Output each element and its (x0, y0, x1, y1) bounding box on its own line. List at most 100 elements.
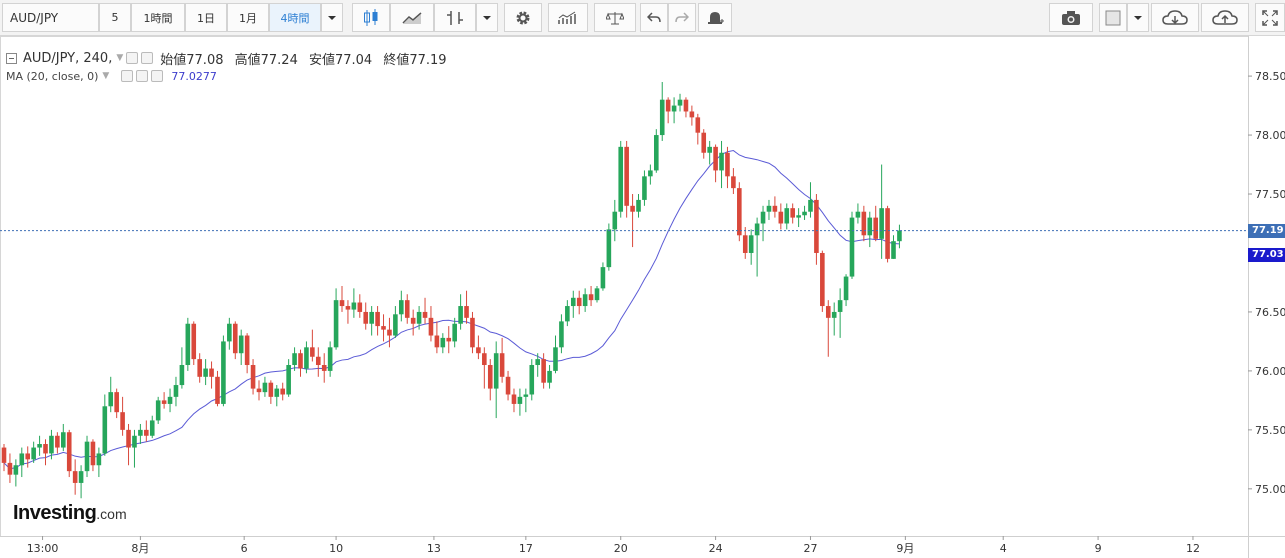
y-tick-label: 78.50 (1255, 70, 1285, 83)
ma-price-tag: 77.03 (1248, 247, 1285, 262)
interval-5-label: 5 (111, 11, 119, 24)
candle-down (381, 326, 386, 330)
candle-down (487, 365, 493, 389)
candle-up (203, 368, 208, 377)
candle-down (1, 447, 7, 463)
candle-down (482, 353, 487, 366)
legend-symbol: AUD/JPY, 240, (23, 50, 113, 66)
eye-icon[interactable] (126, 52, 139, 64)
fullscreen-button[interactable] (1255, 3, 1285, 32)
dropdown-icon (483, 15, 491, 20)
interval-1mo-button[interactable]: 1月 (227, 3, 269, 32)
candle-up (808, 199, 813, 212)
indicators-icon (558, 11, 576, 24)
candle-down (43, 444, 48, 454)
indicators-button[interactable] (548, 3, 588, 32)
candle-up (262, 382, 268, 393)
candle-down (197, 359, 202, 377)
candle-up (748, 235, 754, 253)
legend-high: 高値77.24 (234, 52, 298, 68)
candle-up (221, 341, 226, 404)
candle-down (321, 365, 327, 371)
candle-down (725, 152, 730, 177)
line-chart-button[interactable] (390, 3, 434, 32)
compare-button[interactable] (594, 3, 636, 32)
interval-5-button[interactable]: 5 (99, 3, 131, 32)
candle-up (879, 208, 884, 239)
candle-down (470, 317, 475, 348)
interval-1d-button[interactable]: 1日 (185, 3, 227, 32)
candles-button[interactable] (352, 3, 390, 32)
candle-down (630, 205, 635, 212)
line-area-icon (402, 11, 422, 24)
candle-down (310, 347, 315, 357)
candle-up (167, 396, 173, 404)
interval-dropdown-button[interactable] (321, 3, 343, 32)
camera-icon (1062, 10, 1080, 25)
candle-down (576, 297, 582, 307)
candle-down (464, 306, 469, 318)
price-chart[interactable]: 75.0075.5076.0076.5077.0077.5078.0078.50… (0, 36, 1285, 558)
candle-up (393, 314, 398, 336)
candle-down (114, 392, 119, 413)
alert-button[interactable] (698, 3, 732, 32)
interval-1h-button[interactable]: 1時間 (131, 3, 185, 32)
settings-small-icon[interactable] (141, 52, 154, 64)
candle-down (588, 294, 594, 301)
symbol-selector[interactable]: AUD/JPY (2, 3, 99, 32)
y-tick-label: 77.50 (1255, 188, 1285, 201)
candle-down (232, 323, 238, 354)
candle-down (298, 353, 303, 369)
price-axis-background (1248, 36, 1285, 558)
last-price-tag-label: 77.19 (1252, 225, 1284, 237)
candle-up (155, 400, 161, 421)
chart-type-dropdown[interactable] (476, 3, 498, 32)
candle-up (671, 105, 677, 112)
bar-tool-icon (447, 10, 463, 25)
candle-up (754, 223, 760, 236)
candle-up (636, 199, 641, 212)
candle-down (345, 306, 351, 310)
undo-button[interactable] (640, 3, 668, 32)
candle-up (185, 323, 191, 366)
ma-eye-icon[interactable] (121, 70, 134, 82)
ma-close-icon[interactable] (151, 70, 164, 82)
candle-up (179, 365, 185, 386)
candle-up (37, 444, 42, 448)
candle-up (891, 241, 896, 259)
interval-4h-button[interactable]: 4時間 (269, 3, 321, 32)
color-dropdown-button[interactable] (1127, 3, 1149, 32)
candle-down (790, 208, 795, 218)
save-chart-button[interactable] (1201, 3, 1249, 32)
candle-up (535, 359, 540, 366)
candle-up (138, 429, 143, 436)
redo-button[interactable] (668, 3, 696, 32)
candle-up (292, 353, 297, 366)
ma-value: 77.0277 (171, 69, 217, 83)
settings-button[interactable] (504, 3, 542, 32)
collapse-legend-icon[interactable] (6, 52, 17, 64)
candle-down (144, 429, 149, 436)
candle-up (132, 435, 137, 448)
ma-settings-icon[interactable] (136, 70, 149, 82)
legend-caret-icon[interactable]: ▼ (116, 53, 124, 63)
color-dropdown-icon (1134, 15, 1142, 20)
gear-icon (516, 11, 530, 24)
candle-down (339, 300, 345, 307)
candle-down (280, 388, 286, 395)
logo-suffix: .com (96, 506, 127, 522)
candle-up (149, 420, 155, 436)
color-picker-button[interactable] (1099, 3, 1127, 32)
bar-tool-button[interactable] (434, 3, 476, 32)
candle-up (849, 217, 855, 277)
candle-up (831, 311, 837, 318)
candle-down (126, 429, 131, 448)
chart-area[interactable]: 75.0075.5076.0076.5077.0077.5078.0078.50… (0, 36, 1285, 558)
candle-up (600, 267, 606, 289)
candle-down (446, 337, 452, 342)
candle-up (648, 170, 653, 177)
snapshot-button[interactable] (1049, 3, 1093, 32)
load-chart-button[interactable] (1151, 3, 1199, 32)
legend-close: 終値77.19 (383, 52, 447, 68)
ma-caret-icon[interactable]: ▼ (102, 71, 110, 81)
